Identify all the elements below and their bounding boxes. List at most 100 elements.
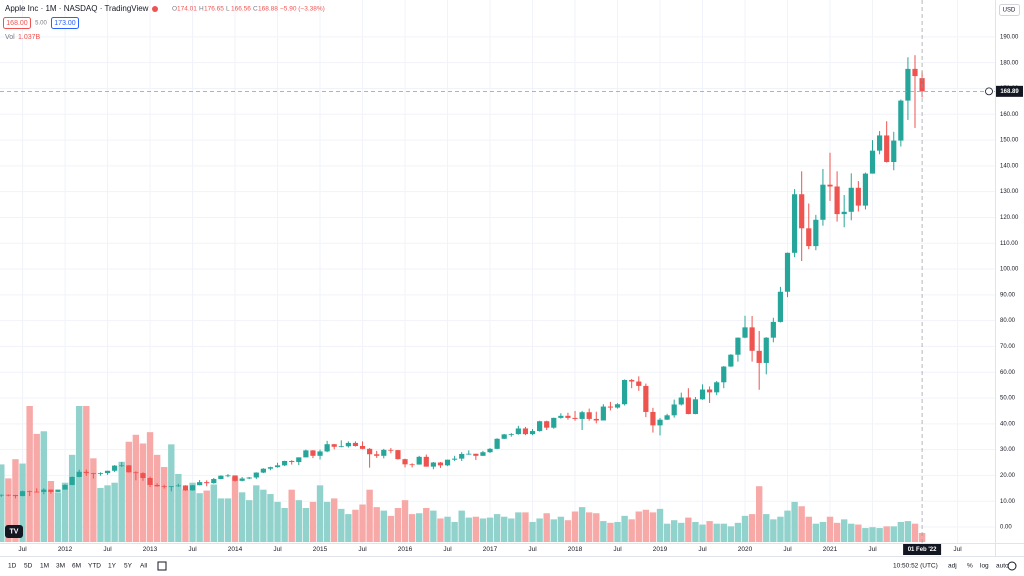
option-button[interactable]: adj [948,563,957,570]
volume-bar [331,498,338,542]
buy-box[interactable] [51,17,79,29]
range-button[interactable]: 1Y [108,563,117,570]
currency[interactable]: USD [1003,8,1016,14]
x-tick-label: 2017 [483,546,498,553]
candle-body [374,454,380,456]
option-button[interactable]: auto [996,563,1009,570]
x-tick-label: 2021 [823,546,838,553]
sell-box[interactable] [3,17,31,29]
candle-body [296,457,302,463]
range-button[interactable]: 5D [24,563,33,570]
volume-bar [203,490,210,542]
tv-logo [5,525,23,538]
volume-bar [217,498,225,542]
candle-body [522,428,529,435]
candle-body [303,450,309,458]
volume-bar [557,516,565,542]
candle-body [763,337,769,363]
date-range-icon[interactable] [157,561,167,571]
candle-body [211,479,217,484]
volume-bar [649,512,657,542]
buy-price[interactable]: 173.00 [54,20,76,27]
volume-bar [12,459,19,542]
volume-bar [19,463,26,542]
candle-body [544,421,550,428]
volume-bar [500,516,508,542]
volume-bar [451,521,458,542]
volume-bar [720,523,727,542]
candle-body [841,211,847,215]
add-alert-icon[interactable] [985,87,993,96]
range-button[interactable]: YTD [88,563,101,570]
range-button[interactable]: All [140,563,148,570]
volume-bar [161,467,168,542]
volume-bar [465,517,472,542]
candle-body [189,485,196,491]
volume-bar [833,522,841,542]
volume-bar [373,507,380,542]
option-button[interactable]: log [980,563,989,570]
x-tick-label: Jul [273,546,282,553]
x-tick-label: Jul [613,546,622,553]
volume-bar [281,508,288,542]
sell-price[interactable]: 168.00 [6,20,28,27]
volume-bar [727,526,735,542]
candle-body [324,444,330,452]
volume-bar [430,510,437,542]
volume-bar [316,485,324,542]
candle-body [274,465,281,468]
volume-bar [862,528,869,542]
range-button[interactable]: 1M [40,563,49,570]
candle-body [884,135,890,162]
volume-bar [741,515,749,542]
volume-bar [600,521,607,542]
range-button[interactable]: 3M [56,563,65,570]
candle-body [749,327,755,351]
volume-bar [153,454,161,542]
candle-body [622,379,628,405]
volume-bar [175,474,182,542]
volume-bar [246,500,253,542]
y-tick-label: 80.00 [1000,318,1016,324]
volume-bar [253,485,260,542]
volume-bar [267,494,274,542]
y-tick-label: 120.00 [1000,215,1019,221]
candle-body [869,150,876,174]
candle-body [338,446,344,448]
symbol-title: Apple Inc · 1M · NASDAQ · TradingView [5,4,149,13]
option-button[interactable]: % [967,563,973,570]
range-button[interactable]: 5Y [124,563,133,570]
candle-body [416,456,422,465]
volume-bar [295,500,302,542]
candle-body [791,194,798,253]
grid [0,0,995,543]
range-button[interactable]: 1D [8,563,17,570]
candle-body [799,194,805,229]
candle-body [225,475,231,477]
settings-icon[interactable] [1007,561,1017,571]
candle-body [834,186,840,215]
currency-button[interactable] [999,4,1020,16]
range-button[interactable]: 6M [72,563,81,570]
y-tick-label: 20.00 [1000,473,1016,479]
candle-body [55,489,61,492]
volume-bar [288,489,295,542]
candle-body [19,491,26,497]
candle-body [508,434,514,435]
y-tick-label: 30.00 [1000,447,1016,453]
x-tick-label: 2018 [568,546,583,553]
candle-body [862,173,869,206]
volume-bar [359,504,366,542]
candle-body [253,472,259,478]
volume-bar [904,521,912,542]
volume-bar [0,464,5,542]
volume-bar [61,482,69,542]
candle-body [388,449,394,451]
volume-bar [40,431,47,542]
volume-bar [685,517,692,542]
candle-body [898,100,904,141]
volume-bar [791,501,798,542]
candle-body [97,473,104,474]
